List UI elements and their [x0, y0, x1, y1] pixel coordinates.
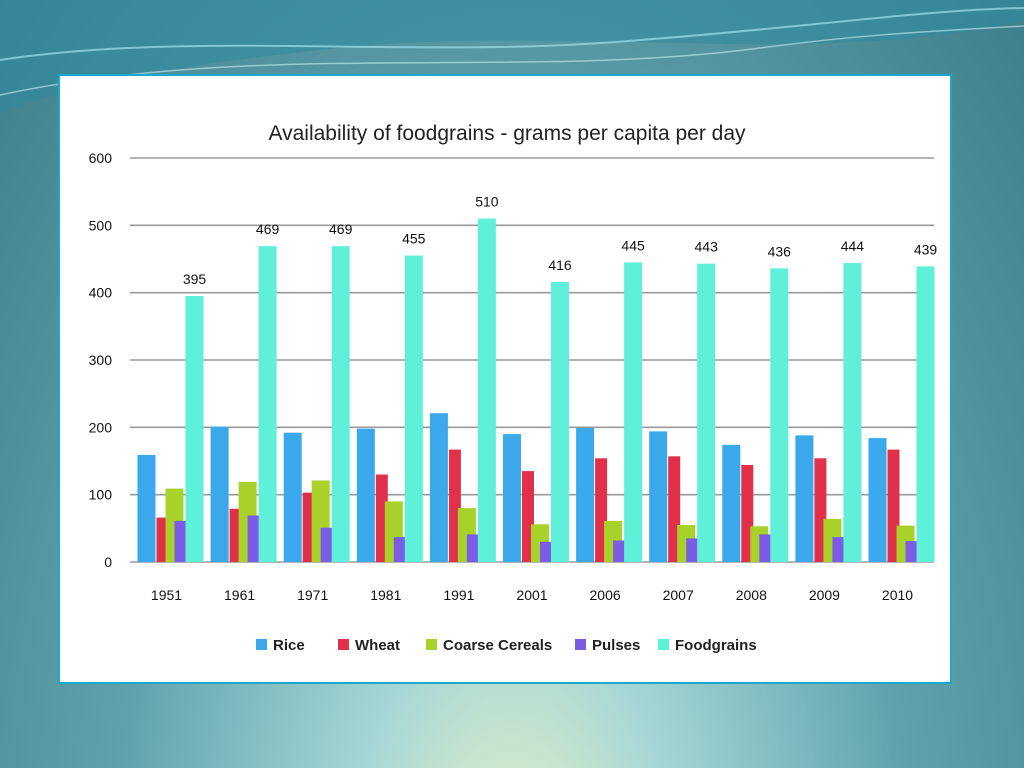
y-tick-label: 0 — [104, 554, 112, 570]
bar-pulses-2001 — [540, 541, 552, 562]
legend-swatch — [338, 639, 349, 650]
data-label: 510 — [475, 194, 499, 210]
legend-item-pulses: Pulses — [575, 637, 640, 654]
x-tick-label: 2008 — [736, 587, 767, 603]
y-tick-label: 400 — [89, 285, 113, 301]
x-tick-label: 2009 — [809, 587, 840, 603]
legend-item-foodgrains: Foodgrains — [658, 637, 757, 654]
bar-foodgrains-1961 — [258, 246, 277, 562]
data-label: 469 — [329, 221, 353, 237]
bar-rice-1971 — [283, 432, 302, 562]
x-tick-label: 2010 — [882, 587, 913, 603]
legend-label: Foodgrains — [675, 637, 757, 654]
legend-swatch — [575, 639, 586, 650]
bar-pulses-2010 — [905, 541, 918, 562]
x-tick-label: 1991 — [443, 587, 474, 603]
bar-pulses-1991 — [466, 534, 479, 562]
bar-foodgrains-1971 — [331, 246, 350, 562]
data-label: 455 — [402, 231, 426, 247]
legend-label: Coarse Cereals — [443, 637, 552, 654]
data-label: 436 — [768, 243, 792, 259]
bar-rice-2010 — [868, 438, 887, 562]
chart-frame: Availability of foodgrains - grams per c… — [58, 74, 952, 684]
legend-item-rice: Rice — [256, 637, 305, 654]
background-swoosh-line-2 — [0, 25, 1024, 96]
bar-rice-2007 — [649, 431, 668, 562]
x-tick-label: 1951 — [151, 587, 182, 603]
chart-title: Availability of foodgrains - grams per c… — [268, 122, 746, 145]
bar-pulses-2007 — [686, 538, 699, 562]
bar-foodgrains-2008 — [770, 268, 789, 562]
bar-foodgrains-2009 — [843, 263, 862, 562]
bar-pulses-1981 — [393, 537, 406, 562]
labels-layer: 395 1951 469 1961 469 1971 455 1981 510 1991 416 20… — [151, 194, 937, 603]
x-tick-label: 1981 — [370, 587, 401, 603]
legend-swatch — [426, 639, 437, 650]
data-label: 443 — [695, 239, 719, 255]
bar-rice-1961 — [210, 426, 229, 562]
bar-foodgrains-2010 — [916, 266, 935, 562]
chart-svg: Availability of foodgrains - grams per c… — [89, 122, 938, 654]
legend-item-coarse-cereals: Coarse Cereals — [426, 637, 552, 654]
legend-swatch — [658, 639, 669, 650]
background-swoosh-line — [0, 7, 1024, 61]
bar-pulses-1961 — [247, 515, 260, 562]
bar-rice-1991 — [429, 413, 448, 562]
legend: Rice Wheat Coarse Cereals Pulses Foodgrains — [256, 637, 757, 654]
y-tick-label: 500 — [89, 217, 113, 233]
bars-layer — [137, 218, 935, 562]
bar-pulses-2009 — [832, 537, 845, 562]
legend-label: Wheat — [355, 637, 400, 654]
bar-rice-1981 — [356, 428, 375, 562]
bar-rice-2001 — [503, 434, 521, 562]
bar-foodgrains-1991 — [477, 218, 496, 562]
bar-foodgrains-1951 — [185, 296, 204, 562]
bar-foodgrains-1981 — [404, 255, 423, 562]
x-tick-label: 2007 — [663, 587, 694, 603]
legend-label: Pulses — [592, 637, 640, 654]
y-tick-label: 100 — [89, 487, 113, 503]
legend-item-wheat: Wheat — [338, 637, 400, 654]
x-tick-label: 2001 — [516, 587, 547, 603]
bar-foodgrains-2006 — [624, 262, 643, 562]
bar-pulses-1951 — [174, 520, 187, 562]
bar-rice-2009 — [795, 435, 814, 562]
data-label: 439 — [914, 241, 938, 257]
data-label: 395 — [183, 271, 207, 287]
y-tick-label: 200 — [89, 419, 113, 435]
bar-foodgrains-2001 — [551, 281, 569, 562]
y-tick-label: 300 — [89, 352, 113, 368]
x-tick-label: 1971 — [297, 587, 328, 603]
bar-rice-2008 — [722, 444, 741, 562]
bar-rice-1951 — [137, 454, 156, 562]
legend-label: Rice — [273, 637, 305, 654]
legend-swatch — [256, 639, 267, 650]
y-tick-label: 600 — [89, 150, 113, 166]
bar-pulses-2008 — [759, 534, 772, 562]
data-label: 445 — [621, 237, 645, 253]
bar-pulses-1971 — [320, 527, 333, 562]
bar-foodgrains-2007 — [697, 263, 716, 562]
x-tick-label: 2006 — [590, 587, 621, 603]
bar-rice-2006 — [576, 428, 595, 562]
data-label: 444 — [841, 238, 865, 254]
x-tick-label: 1961 — [224, 587, 255, 603]
data-label: 469 — [256, 221, 280, 237]
data-label: 416 — [548, 257, 572, 273]
bar-pulses-2006 — [613, 540, 626, 562]
